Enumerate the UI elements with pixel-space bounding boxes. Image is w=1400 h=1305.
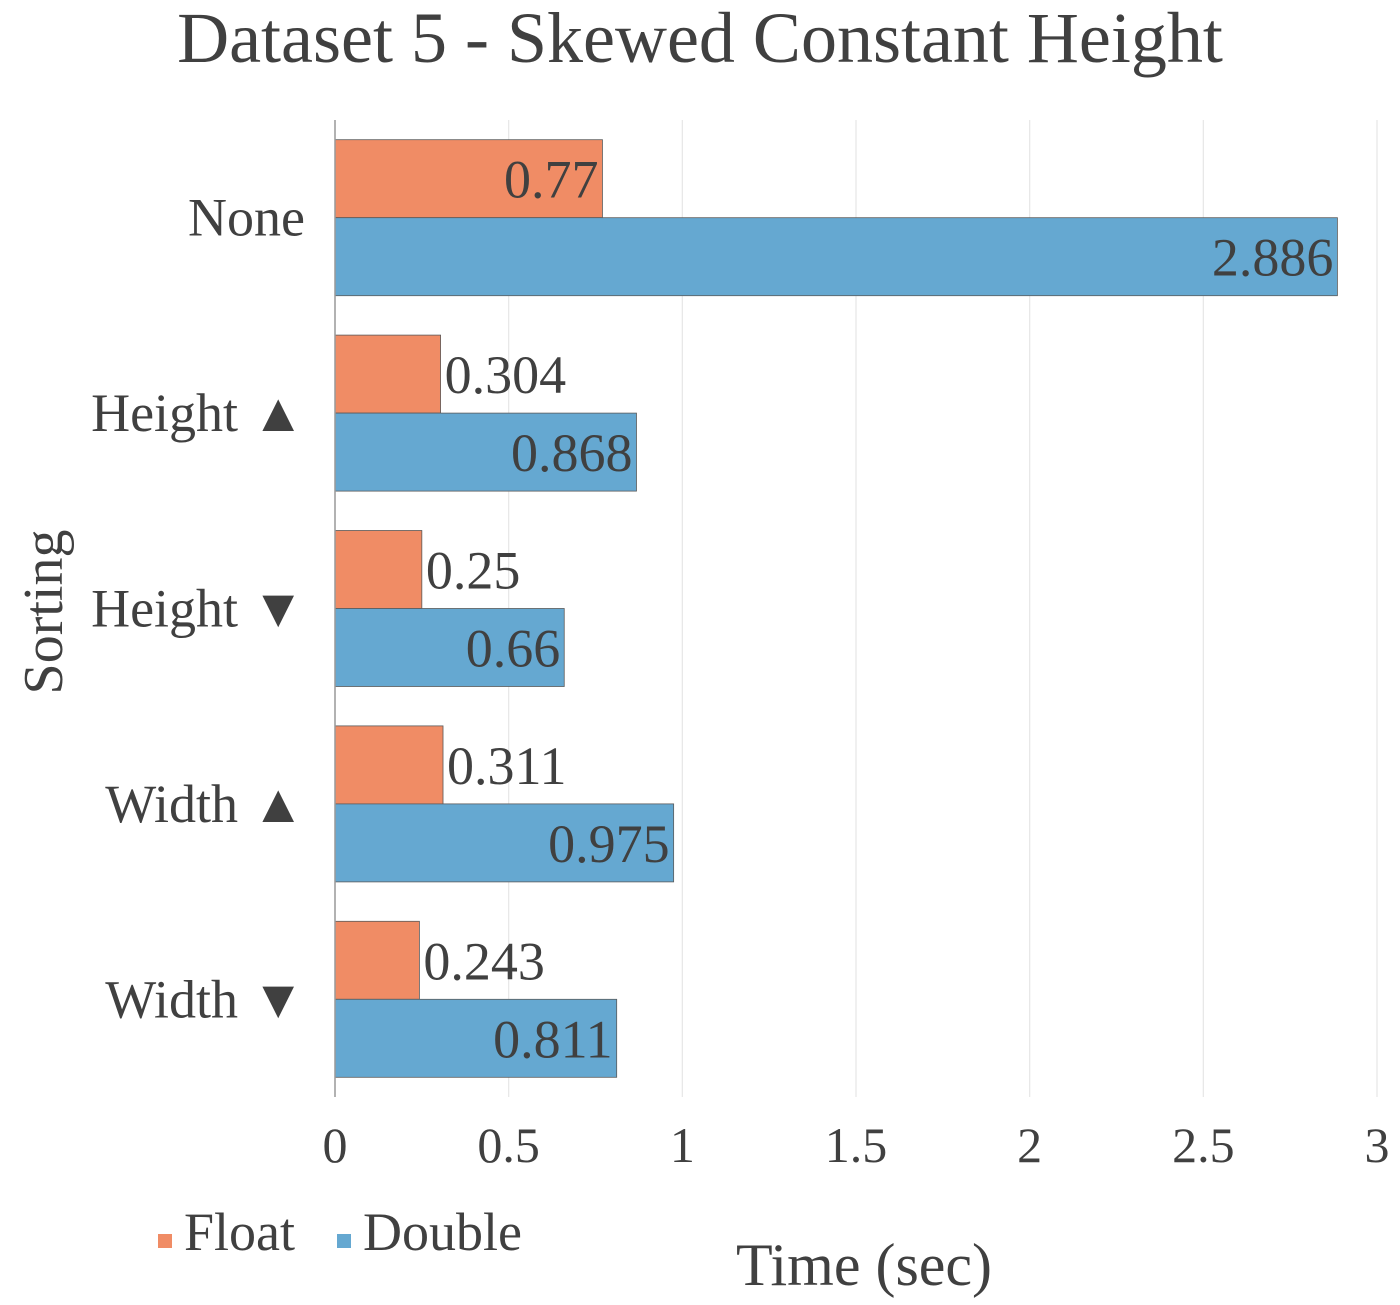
x-tick-label: 0.5 bbox=[477, 1117, 540, 1173]
data-label: 0.304 bbox=[445, 345, 567, 405]
data-label: 0.243 bbox=[423, 931, 544, 991]
legend-swatch-double bbox=[337, 1234, 351, 1248]
bar-double bbox=[334, 412, 637, 492]
data-label: 0.66 bbox=[466, 619, 561, 679]
legend-label: Double bbox=[363, 1202, 522, 1262]
data-label: 0.811 bbox=[493, 1009, 613, 1069]
y-axis-title: Sorting bbox=[13, 530, 75, 695]
category-label: Width ▲ bbox=[105, 774, 305, 834]
data-label: 0.25 bbox=[426, 541, 521, 601]
bars bbox=[334, 139, 1338, 1078]
legend: Float Double bbox=[158, 1202, 522, 1262]
category-labels: None Height ▲ Height ▼ Width ▲ Width ▼ bbox=[91, 188, 305, 1030]
legend-label: Float bbox=[184, 1202, 295, 1262]
category-label: Height ▼ bbox=[91, 579, 305, 639]
data-labels: 0.77 2.886 0.304 0.868 0.25 0.66 0.311 0.9750.2… bbox=[423, 150, 1333, 1070]
x-axis-title: Time (sec) bbox=[736, 1232, 992, 1298]
legend-swatch-float bbox=[158, 1234, 172, 1248]
category-label: Width ▼ bbox=[105, 969, 305, 1029]
data-label: 0.975 bbox=[548, 814, 670, 874]
category-label: None bbox=[188, 188, 305, 248]
data-label: 0.77 bbox=[504, 150, 599, 210]
bar-double bbox=[334, 998, 618, 1078]
bar-float bbox=[334, 334, 441, 414]
x-tick-label: 1 bbox=[670, 1117, 695, 1173]
bar-float bbox=[334, 530, 423, 609]
category-label: Height ▲ bbox=[91, 383, 305, 443]
bar-double bbox=[334, 803, 675, 883]
bar-float bbox=[334, 920, 420, 1000]
data-label: 2.886 bbox=[1212, 228, 1334, 288]
bar-float bbox=[334, 725, 444, 805]
x-tick-label: 2.5 bbox=[1172, 1117, 1235, 1173]
x-tick-labels: 0 0.5 1 1.5 2 2.5 3 bbox=[323, 1117, 1390, 1173]
bar-double bbox=[334, 608, 565, 687]
x-tick-label: 0 bbox=[323, 1117, 348, 1173]
x-tick-label: 1.5 bbox=[825, 1117, 888, 1173]
chart-title: Dataset 5 - Skewed Constant Height bbox=[177, 0, 1223, 78]
data-label: 0.311 bbox=[447, 736, 566, 796]
x-tick-label: 2 bbox=[1017, 1117, 1042, 1173]
data-label: 0.868 bbox=[511, 423, 633, 483]
bar-double bbox=[334, 217, 1338, 297]
x-tick-label: 3 bbox=[1365, 1117, 1390, 1173]
